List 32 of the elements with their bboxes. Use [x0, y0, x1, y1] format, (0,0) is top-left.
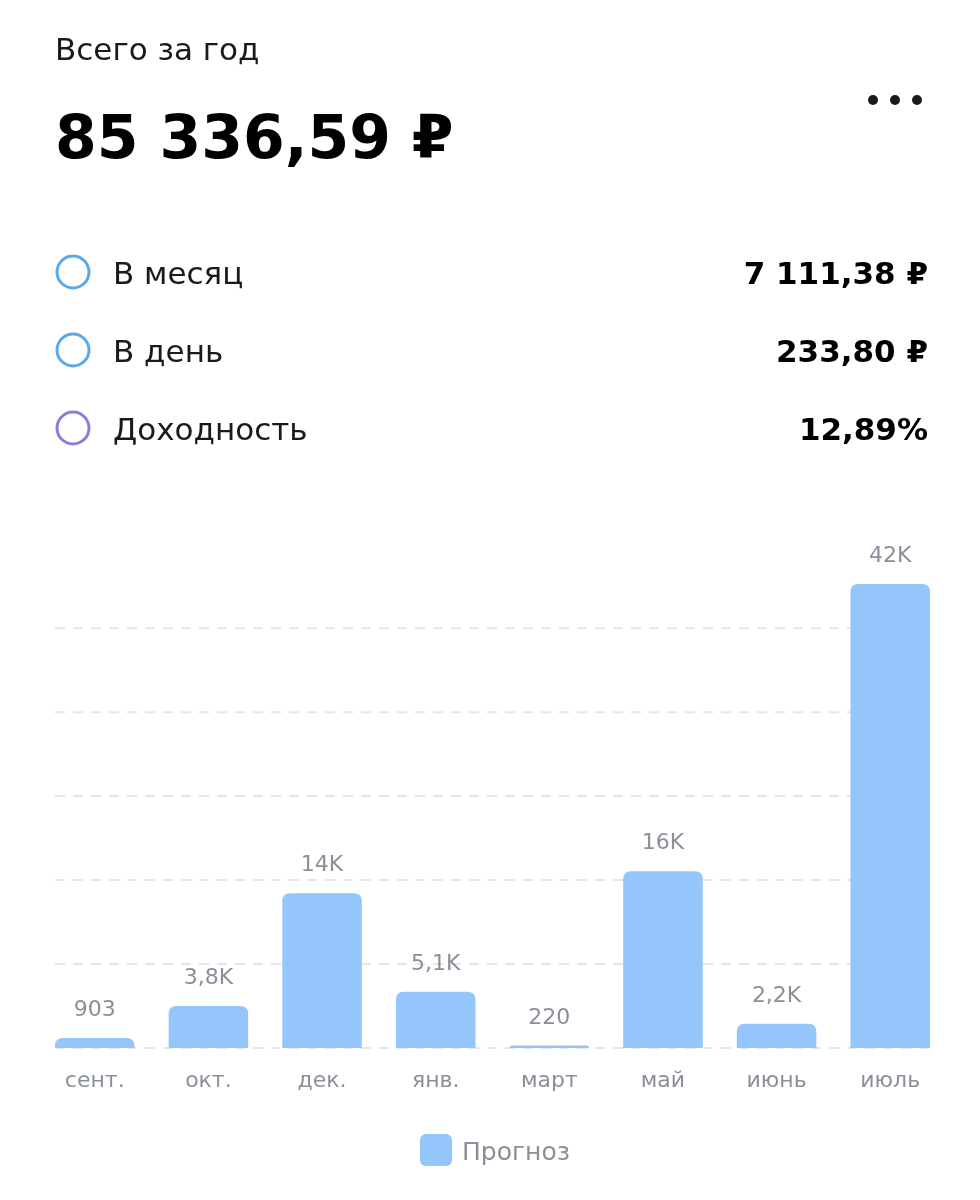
chart-title: Всего за год — [55, 31, 260, 67]
text: В месяц — [113, 255, 244, 291]
x-tick-label: сент. — [64, 1067, 125, 1092]
x-tick-label: янв. — [411, 1067, 460, 1092]
x-tick-label: окт. — [185, 1067, 232, 1092]
text: 12,89% — [798, 411, 928, 447]
data-label: 3,8K — [183, 964, 234, 990]
text: 233,80 ₽ — [776, 333, 928, 369]
bar — [736, 1023, 817, 1048]
text: В день — [113, 333, 224, 369]
text: Доходность — [113, 411, 308, 447]
data-label: 220 — [528, 1003, 571, 1029]
x-tick-label: март — [520, 1067, 578, 1092]
x-tick-label: июнь — [746, 1067, 807, 1092]
data-label: 16K — [641, 829, 685, 855]
chart-subtitle: 85 336,59 ₽ — [55, 102, 454, 172]
data-label: 2,2K — [751, 981, 802, 1007]
bar — [850, 584, 930, 1048]
legend-label: Прогноз — [462, 1137, 571, 1166]
x-tick-label: июль — [860, 1067, 921, 1092]
x-tick-label: дек. — [297, 1067, 347, 1092]
bar — [395, 991, 476, 1048]
bar — [55, 1038, 135, 1048]
bar — [168, 1006, 249, 1048]
bar — [282, 893, 362, 1048]
text: 7 111,38 ₽ — [743, 255, 928, 291]
data-label: 903 — [73, 996, 116, 1022]
data-label: 14K — [300, 851, 344, 877]
data-label: 5,1K — [410, 949, 461, 975]
data-label: 42K — [869, 542, 913, 567]
bar — [623, 871, 703, 1048]
x-tick-label: май — [640, 1067, 686, 1092]
